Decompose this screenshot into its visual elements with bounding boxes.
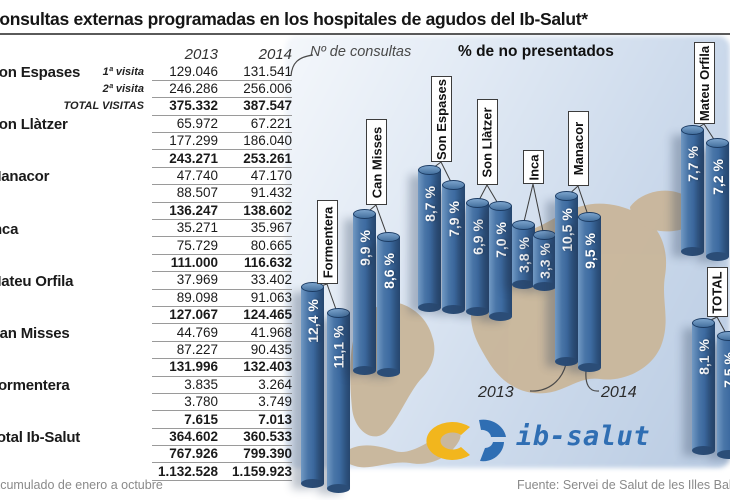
bar-label-son-llatzer: Son Llàtzer — [477, 99, 498, 185]
logo-yellow-shape — [426, 421, 470, 460]
value-2014: 256.006 — [243, 81, 292, 97]
bar-label-manacor: Manacor — [568, 111, 589, 186]
value-2014: 360.533 — [243, 428, 292, 444]
value-2014: 91.432 — [250, 185, 292, 201]
value-2013: 88.507 — [176, 185, 218, 201]
bar-label-formentera: Formentera — [317, 200, 338, 284]
value-2013: 364.602 — [169, 428, 218, 444]
hospital-name: Mateu Orfila — [0, 272, 74, 290]
column-header-2013: 2013 — [184, 46, 218, 63]
value-2013: 37.969 — [176, 272, 218, 288]
value-2014: 186.040 — [243, 133, 292, 149]
table-header: 2013 2014 — [0, 45, 292, 63]
source-credit: Fuente: Servei de Salut de les Illes Bal… — [517, 478, 730, 492]
value-2014: 799.390 — [243, 446, 292, 462]
value-2013: 75.729 — [176, 237, 218, 253]
table-group-can-misses: Can Misses 44.769 41.968 87.227 90.435 131… — [0, 324, 292, 377]
value-2013: 243.271 — [169, 150, 218, 166]
bar-manacor-2014: 9,5 % — [578, 212, 601, 372]
value-2013: 131.996 — [169, 359, 218, 375]
value-2013: 44.769 — [176, 324, 218, 340]
value-2013: 47.740 — [176, 168, 218, 184]
value-2013: 89.098 — [176, 289, 218, 305]
bar-label-son-espases: Son Espases — [431, 76, 452, 162]
value-2014: 131.541 — [243, 63, 292, 79]
bar-label-mateu-orfila: Mateu Orfila — [694, 42, 715, 124]
value-2013: 767.926 — [169, 446, 218, 462]
value-2013: 127.067 — [169, 307, 218, 323]
value-2013: 3.780 — [184, 394, 218, 410]
value-2013: 177.299 — [169, 133, 218, 149]
value-2014: 3.749 — [258, 394, 292, 410]
column-header-2014: 2014 — [258, 46, 292, 63]
hospital-name: Son Espases — [0, 64, 81, 81]
hospital-name: Total Ib-Salut — [0, 429, 81, 447]
table-group-son-espases: Son Espases 1ª visita 129.046 131.541 2ª v… — [0, 63, 292, 116]
island-formentera — [342, 428, 461, 468]
value-2014: 90.435 — [250, 341, 292, 357]
value-2014: 116.632 — [243, 254, 292, 270]
row-label: 2ª visita — [102, 83, 144, 96]
value-2014: 124.465 — [243, 307, 292, 323]
bar-can-misses-2014: 8,6 % — [377, 232, 400, 377]
value-2013: 129.046 — [169, 63, 218, 79]
title-rule — [0, 33, 730, 35]
table-group-manacor: Manacor 47.740 47.170 88.507 91.432 136.24… — [0, 167, 292, 221]
value-2014: 387.547 — [243, 98, 292, 114]
hospital-name: Can Misses — [0, 324, 70, 342]
bar-label-total: TOTAL — [707, 267, 728, 317]
hospital-name: Manacor — [0, 168, 50, 186]
value-2013: 35.271 — [176, 220, 218, 236]
value-2013: 246.286 — [169, 81, 218, 97]
value-2013: 111.000 — [170, 254, 218, 270]
value-2013: 136.247 — [169, 202, 218, 218]
footnote: *Acumulado de enero a octubre — [0, 478, 163, 492]
table-group-formentera: Formentera 3.835 3.264 3.780 3.749 7.615 7.… — [0, 376, 292, 429]
value-2014: 253.261 — [243, 150, 292, 166]
hospital-name: Inca — [0, 220, 19, 238]
value-2014: 33.402 — [250, 272, 292, 288]
value-2014: 47.170 — [250, 168, 292, 184]
value-2013: 375.332 — [169, 98, 218, 114]
n-consultas-annotation: Nº de consultas — [310, 44, 412, 60]
value-2014: 1.159.923 — [231, 463, 292, 479]
value-2014: 132.403 — [243, 359, 292, 375]
bar-label-can-misses: Can Misses — [366, 119, 387, 205]
value-2013: 87.227 — [176, 341, 218, 357]
hospital-name: Son Llàtzer — [0, 116, 68, 134]
table-group-mateu-orfila: Mateu Orfila 37.969 33.402 89.098 91.063 1… — [0, 272, 292, 325]
legend-2014: 2014 — [601, 384, 637, 401]
value-2014: 80.665 — [250, 237, 292, 253]
value-2014: 67.221 — [250, 115, 292, 131]
table-group-inca: Inca 35.271 35.967 75.729 80.665 111.000 11… — [0, 220, 292, 273]
row-label: 1ª visita — [102, 65, 144, 78]
hospital-name: Formentera — [0, 377, 70, 395]
bar-label-inca: Inca — [523, 150, 544, 184]
ib-salut-logo-text: ib-salut — [516, 421, 651, 452]
value-2014: 7.013 — [258, 411, 292, 427]
value-2013: 3.835 — [184, 376, 218, 392]
table-group-total: Total Ib-Salut 364.602 360.533 767.926 799… — [0, 428, 292, 481]
main-title: Consultas externas programadas en los ho… — [0, 9, 588, 29]
value-2014: 35.967 — [250, 220, 292, 236]
value-2014: 41.968 — [250, 324, 292, 340]
value-2014: 91.063 — [250, 289, 292, 305]
logo-blue-shape-top — [479, 419, 506, 437]
bar-son-espases-2014: 7,9 % — [442, 180, 465, 314]
legend-2013: 2013 — [478, 384, 514, 401]
chart-title: % de no presentados — [458, 43, 614, 60]
value-2013: 65.972 — [176, 115, 218, 131]
value-2014: 138.602 — [243, 202, 292, 218]
consultas-table: 2013 2014 Son Espases 1ª visita 129.046 13… — [0, 45, 292, 481]
row-label: TOTAL VISITAS — [63, 100, 144, 113]
logo-blue-shape-bottom — [480, 442, 504, 462]
value-2014: 3.264 — [258, 376, 292, 392]
value-2013: 1.132.528 — [157, 463, 218, 479]
value-2013: 7.615 — [184, 411, 218, 427]
